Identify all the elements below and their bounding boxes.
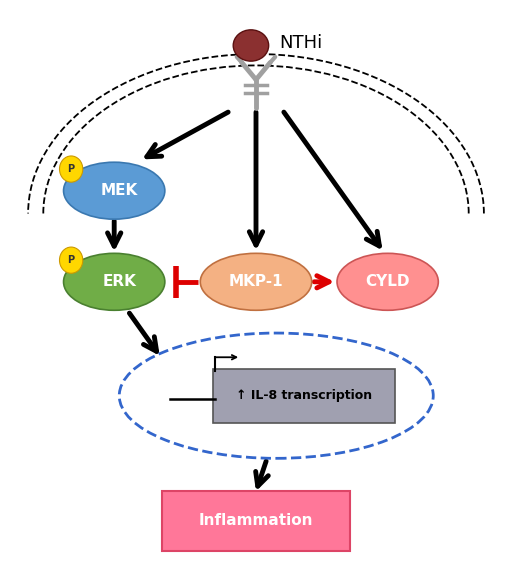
Ellipse shape bbox=[337, 254, 438, 310]
Ellipse shape bbox=[63, 254, 165, 310]
FancyBboxPatch shape bbox=[162, 491, 350, 551]
Circle shape bbox=[59, 156, 83, 182]
FancyBboxPatch shape bbox=[213, 369, 395, 423]
Ellipse shape bbox=[200, 254, 312, 310]
Text: Inflammation: Inflammation bbox=[199, 513, 313, 528]
Text: CYLD: CYLD bbox=[366, 274, 410, 289]
Text: ERK: ERK bbox=[102, 274, 136, 289]
Text: MEK: MEK bbox=[101, 183, 138, 198]
Ellipse shape bbox=[233, 30, 269, 61]
Text: P: P bbox=[68, 255, 75, 265]
Ellipse shape bbox=[63, 162, 165, 219]
Text: NTHi: NTHi bbox=[279, 34, 322, 52]
Text: MKP-1: MKP-1 bbox=[229, 274, 283, 289]
Text: P: P bbox=[68, 164, 75, 174]
Text: ↑ IL-8 transcription: ↑ IL-8 transcription bbox=[236, 389, 372, 402]
Circle shape bbox=[59, 247, 83, 273]
